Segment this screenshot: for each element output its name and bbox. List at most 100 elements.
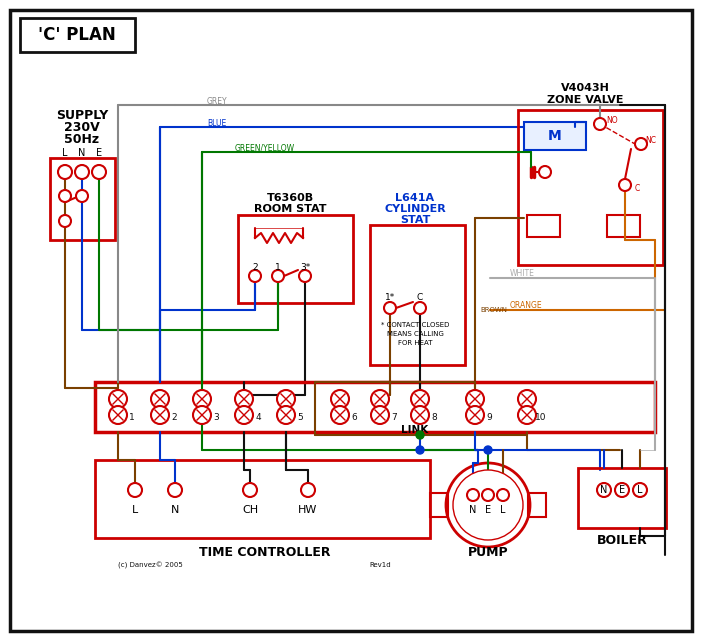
- Circle shape: [619, 179, 631, 191]
- Text: L: L: [132, 505, 138, 515]
- Text: 4: 4: [256, 413, 261, 422]
- Circle shape: [633, 483, 647, 497]
- Circle shape: [331, 406, 349, 424]
- Circle shape: [277, 390, 295, 408]
- Circle shape: [168, 483, 182, 497]
- Text: N: N: [600, 485, 608, 495]
- Text: L: L: [637, 485, 643, 495]
- Text: ORANGE: ORANGE: [510, 301, 543, 310]
- Circle shape: [466, 406, 484, 424]
- Bar: [518, 110, 663, 265]
- Text: N: N: [79, 148, 86, 158]
- Text: 7: 7: [391, 413, 397, 422]
- Circle shape: [446, 463, 530, 547]
- Circle shape: [414, 302, 426, 314]
- Circle shape: [277, 406, 295, 424]
- Text: L: L: [501, 505, 505, 515]
- Text: * CONTACT CLOSED: * CONTACT CLOSED: [380, 322, 449, 328]
- Circle shape: [371, 390, 389, 408]
- Circle shape: [484, 446, 492, 454]
- Text: 10: 10: [535, 413, 547, 422]
- Circle shape: [301, 483, 315, 497]
- Text: 2: 2: [171, 413, 177, 422]
- Circle shape: [518, 406, 536, 424]
- Circle shape: [272, 270, 284, 282]
- Text: 'C' PLAN: 'C' PLAN: [38, 26, 116, 44]
- Circle shape: [597, 483, 611, 497]
- Text: LINK: LINK: [402, 425, 429, 435]
- Circle shape: [59, 190, 71, 202]
- Circle shape: [58, 165, 72, 179]
- Circle shape: [92, 165, 106, 179]
- Text: 1*: 1*: [385, 292, 395, 301]
- Text: E: E: [96, 148, 102, 158]
- Text: NO: NO: [607, 115, 618, 124]
- Circle shape: [128, 483, 142, 497]
- Bar: [430, 493, 448, 517]
- Circle shape: [76, 190, 88, 202]
- Text: 6: 6: [351, 413, 357, 422]
- Text: 50Hz: 50Hz: [65, 133, 100, 146]
- Circle shape: [411, 390, 429, 408]
- Text: L: L: [62, 148, 68, 158]
- Text: 1: 1: [129, 413, 135, 422]
- Text: M: M: [548, 129, 562, 143]
- Text: CH: CH: [242, 505, 258, 515]
- Text: BOILER: BOILER: [597, 533, 647, 547]
- Circle shape: [615, 483, 629, 497]
- Text: N: N: [171, 505, 179, 515]
- Text: ROOM STAT: ROOM STAT: [253, 204, 326, 214]
- Text: N: N: [470, 505, 477, 515]
- Text: E: E: [485, 505, 491, 515]
- Text: C: C: [635, 183, 640, 192]
- Circle shape: [594, 118, 606, 130]
- Text: PUMP: PUMP: [468, 545, 508, 558]
- Circle shape: [411, 406, 429, 424]
- Bar: [607, 215, 640, 237]
- Circle shape: [539, 166, 551, 178]
- Bar: [20, 18, 135, 52]
- Text: 8: 8: [431, 413, 437, 422]
- Bar: [578, 468, 666, 528]
- Circle shape: [467, 489, 479, 501]
- Circle shape: [518, 390, 536, 408]
- Circle shape: [151, 390, 169, 408]
- Circle shape: [109, 390, 127, 408]
- Circle shape: [151, 406, 169, 424]
- Text: E: E: [619, 485, 625, 495]
- Bar: [528, 493, 546, 517]
- Circle shape: [416, 431, 424, 439]
- Text: HW: HW: [298, 505, 318, 515]
- Circle shape: [193, 406, 211, 424]
- Circle shape: [235, 406, 253, 424]
- Circle shape: [243, 483, 257, 497]
- Text: 3: 3: [213, 413, 219, 422]
- Text: 1: 1: [275, 263, 281, 272]
- Text: GREEN/YELLOW: GREEN/YELLOW: [235, 144, 295, 153]
- Text: (c) Danvez© 2005: (c) Danvez© 2005: [118, 562, 183, 569]
- Text: BLUE: BLUE: [207, 119, 226, 128]
- Text: C: C: [417, 292, 423, 301]
- Text: BROWN: BROWN: [480, 307, 507, 313]
- Text: SUPPLY: SUPPLY: [56, 108, 108, 122]
- Bar: [95, 382, 655, 432]
- Text: MEANS CALLING: MEANS CALLING: [387, 331, 444, 337]
- Text: 2: 2: [252, 263, 258, 272]
- Text: 230V: 230V: [64, 121, 100, 133]
- Text: Rev1d: Rev1d: [369, 562, 391, 568]
- Circle shape: [109, 406, 127, 424]
- Circle shape: [193, 390, 211, 408]
- Circle shape: [635, 138, 647, 150]
- Text: T6360B: T6360B: [267, 193, 314, 203]
- Circle shape: [497, 489, 509, 501]
- Text: 3*: 3*: [300, 263, 310, 272]
- Circle shape: [466, 390, 484, 408]
- Circle shape: [249, 270, 261, 282]
- Bar: [238, 215, 353, 303]
- Text: STAT: STAT: [400, 215, 430, 225]
- Circle shape: [416, 446, 424, 454]
- Text: 5: 5: [297, 413, 303, 422]
- Circle shape: [371, 406, 389, 424]
- Bar: [50, 158, 115, 240]
- Text: GREY: GREY: [207, 97, 227, 106]
